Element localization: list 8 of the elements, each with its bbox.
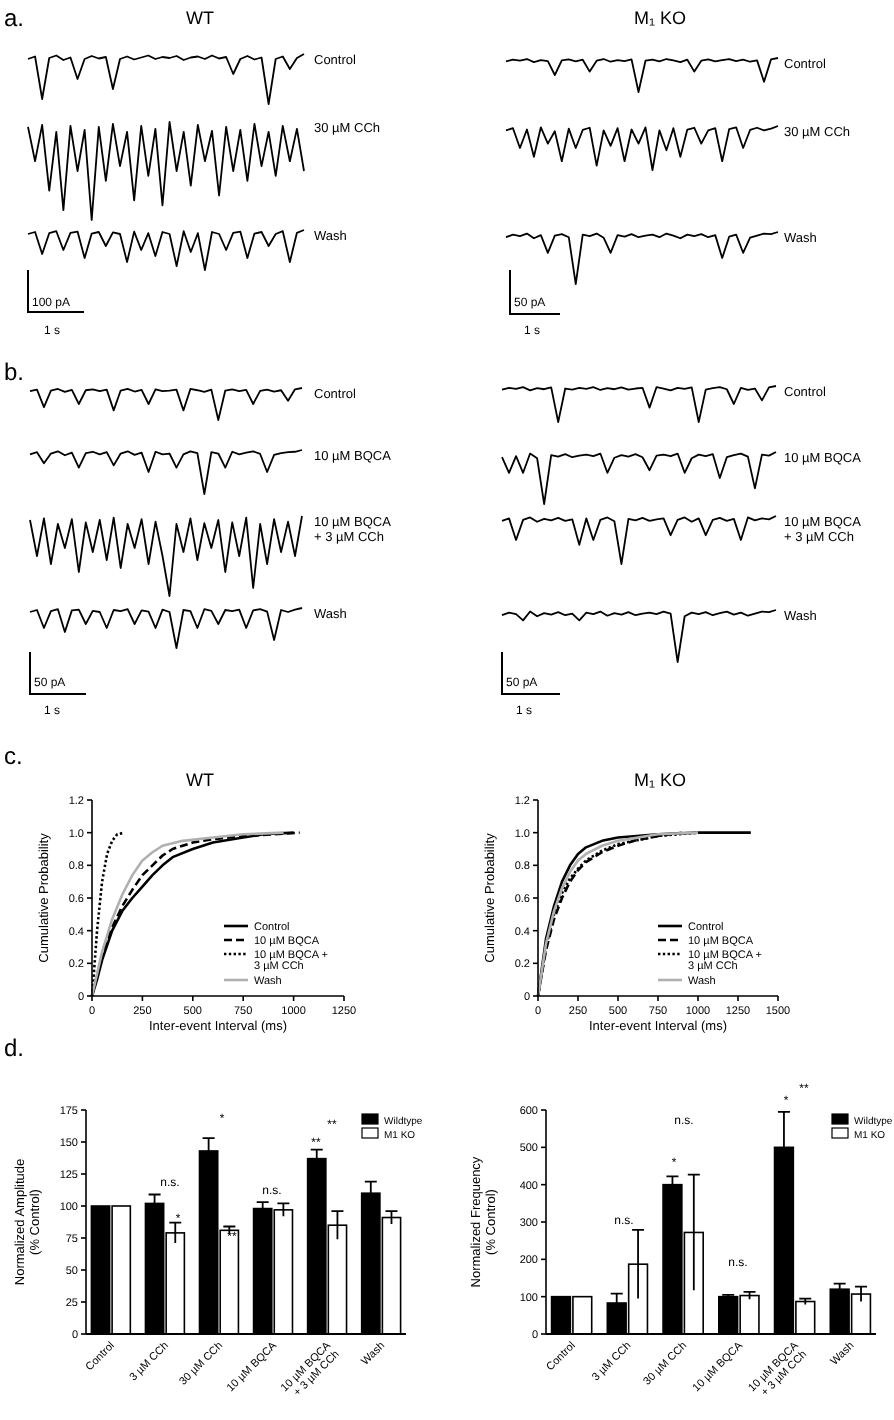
text: M₁ KO bbox=[633, 8, 687, 28]
text: WT bbox=[186, 8, 215, 28]
chart-title: M₁ KO bbox=[633, 770, 687, 790]
chart-title: WT bbox=[186, 770, 215, 790]
text: a. bbox=[4, 4, 25, 32]
text: d. bbox=[4, 1034, 25, 1062]
text: b. bbox=[4, 358, 25, 386]
text: c. bbox=[4, 742, 23, 770]
